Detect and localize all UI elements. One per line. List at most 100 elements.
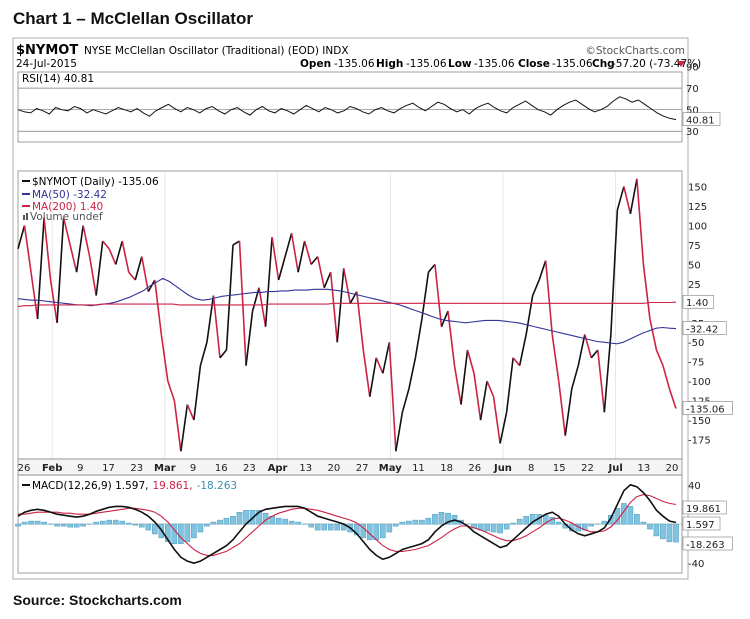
x-tick-label: 9 bbox=[77, 463, 83, 474]
x-tick-label: 20 bbox=[328, 463, 341, 474]
x-tick-label: 15 bbox=[553, 463, 566, 474]
nymot-segment bbox=[147, 279, 156, 293]
nymot-segment bbox=[369, 357, 378, 397]
legend-ma50: MA(50) -32.42 bbox=[32, 189, 107, 201]
rsi-last-label: 40.81 bbox=[686, 116, 715, 127]
x-tick-label: 23 bbox=[130, 463, 143, 474]
nymot-segment bbox=[499, 412, 508, 444]
nymot-segment bbox=[193, 365, 202, 421]
nymot-segment bbox=[121, 240, 130, 273]
legend-ma200: MA(200) 1.40 bbox=[32, 201, 103, 213]
macd-hist-bar bbox=[432, 514, 438, 525]
main-tick-label: 25 bbox=[688, 280, 701, 291]
close-label: Close bbox=[518, 58, 550, 70]
macd-hist-bar bbox=[419, 519, 425, 525]
macd-hist-bar bbox=[406, 520, 412, 525]
macd-hist-bar bbox=[197, 523, 204, 533]
nymot-segment bbox=[277, 256, 286, 281]
macd-hist-bar bbox=[41, 521, 47, 525]
main-plot: 1501251007550250-25-50-75-100-125-150-17… bbox=[17, 171, 733, 459]
legend-macd-line: MACD(12,26,9) 1.597, bbox=[32, 480, 148, 492]
legend-nymot: $NYMOT (Daily) -135.06 bbox=[32, 176, 159, 188]
nymot-segment bbox=[473, 373, 482, 421]
nymot-segment bbox=[466, 349, 475, 374]
main-tick-label: -100 bbox=[688, 377, 711, 388]
nymot-segment bbox=[401, 388, 410, 413]
nymot-segment bbox=[668, 388, 677, 409]
nymot-segment bbox=[310, 256, 319, 265]
nymot-segment bbox=[329, 272, 339, 343]
macd-hist-bar bbox=[34, 520, 41, 525]
macd-hist-bar bbox=[21, 521, 28, 525]
macd-hist-bar bbox=[321, 523, 327, 531]
page-title: Chart 1 – McClellan Oscillator bbox=[13, 9, 253, 28]
macd-signal-line bbox=[18, 494, 677, 556]
nymot-segment bbox=[355, 291, 365, 351]
macd-hist-bar bbox=[93, 521, 99, 525]
nymot-segment bbox=[642, 264, 651, 319]
high-label: High bbox=[376, 58, 403, 70]
x-tick-label: 27 bbox=[356, 463, 369, 474]
ma200-last-label: 1.40 bbox=[686, 298, 708, 309]
macd-hist-bar bbox=[106, 519, 112, 525]
x-tick-label: Jun bbox=[493, 463, 512, 474]
nymot-segment bbox=[486, 380, 495, 398]
nymot-segment bbox=[17, 225, 26, 250]
macd-hist-bar bbox=[673, 523, 679, 543]
nymot-segment bbox=[610, 209, 619, 335]
nymot-segment bbox=[616, 186, 625, 211]
macd-tick-label: -40 bbox=[688, 559, 704, 570]
macd-hist-bar bbox=[178, 523, 184, 544]
x-tick-label: 23 bbox=[243, 463, 256, 474]
nymot-segment bbox=[297, 240, 306, 273]
x-tick-label: 17 bbox=[102, 463, 115, 474]
macd-hist-bar bbox=[60, 523, 67, 527]
macd-last-label-box bbox=[682, 516, 721, 531]
macd-hist-bar bbox=[640, 521, 647, 525]
nymot-segment bbox=[597, 349, 606, 413]
macd-hist-bar bbox=[503, 523, 510, 530]
nymot-segment bbox=[447, 311, 456, 366]
macd-hist-bar bbox=[80, 523, 86, 527]
macd-hist-bar bbox=[601, 520, 608, 525]
macd-tick-label: 40 bbox=[688, 481, 701, 492]
nymot-segment bbox=[577, 334, 586, 366]
nymot-segment bbox=[629, 178, 638, 214]
x-tick-label: Apr bbox=[268, 463, 288, 474]
macd-hist-bar bbox=[386, 523, 393, 533]
macd-plot: 40 -40 19.861 1.597 -18.263 bbox=[15, 481, 733, 570]
macd-hist-bar bbox=[99, 520, 106, 525]
nymot-segment bbox=[408, 357, 417, 390]
macd-hist-bar bbox=[275, 517, 282, 525]
macd-hist-bar bbox=[484, 523, 490, 532]
macd-signal-last-label-box bbox=[682, 500, 727, 515]
source-caption: Source: Stockcharts.com bbox=[13, 592, 182, 608]
macd-hist-bar bbox=[516, 518, 523, 525]
nymot-segment bbox=[382, 342, 391, 374]
nymot-segment bbox=[336, 268, 345, 343]
macd-hist-bar bbox=[184, 523, 191, 543]
macd-hist-bar bbox=[308, 523, 314, 528]
main-tick-label: -175 bbox=[688, 436, 711, 447]
nymot-segment bbox=[284, 233, 293, 257]
main-tick-label: 150 bbox=[688, 183, 707, 194]
nymot-segment bbox=[414, 318, 423, 358]
nymot-segment bbox=[134, 256, 143, 281]
macd-hist-bar bbox=[608, 514, 614, 525]
symbol-label: $NYMOT bbox=[16, 43, 78, 58]
close-value: -135.06 bbox=[552, 58, 593, 70]
nymot-segment bbox=[219, 349, 228, 359]
nymot-segment bbox=[82, 225, 91, 257]
nymot-segment bbox=[186, 404, 195, 421]
nymot-segment bbox=[603, 334, 612, 413]
macd-signal-last-label: 19.861 bbox=[686, 504, 721, 515]
nymot-segment bbox=[180, 404, 189, 452]
nymot-segment bbox=[434, 264, 443, 327]
nymot-segment bbox=[662, 365, 671, 390]
macd-hist-bar bbox=[282, 518, 288, 525]
nymot-segment bbox=[590, 349, 599, 359]
macd-hist-bar bbox=[653, 523, 660, 537]
x-tick-label: 20 bbox=[666, 463, 679, 474]
nymot-segment bbox=[167, 380, 176, 401]
nymot-segment bbox=[173, 400, 182, 452]
